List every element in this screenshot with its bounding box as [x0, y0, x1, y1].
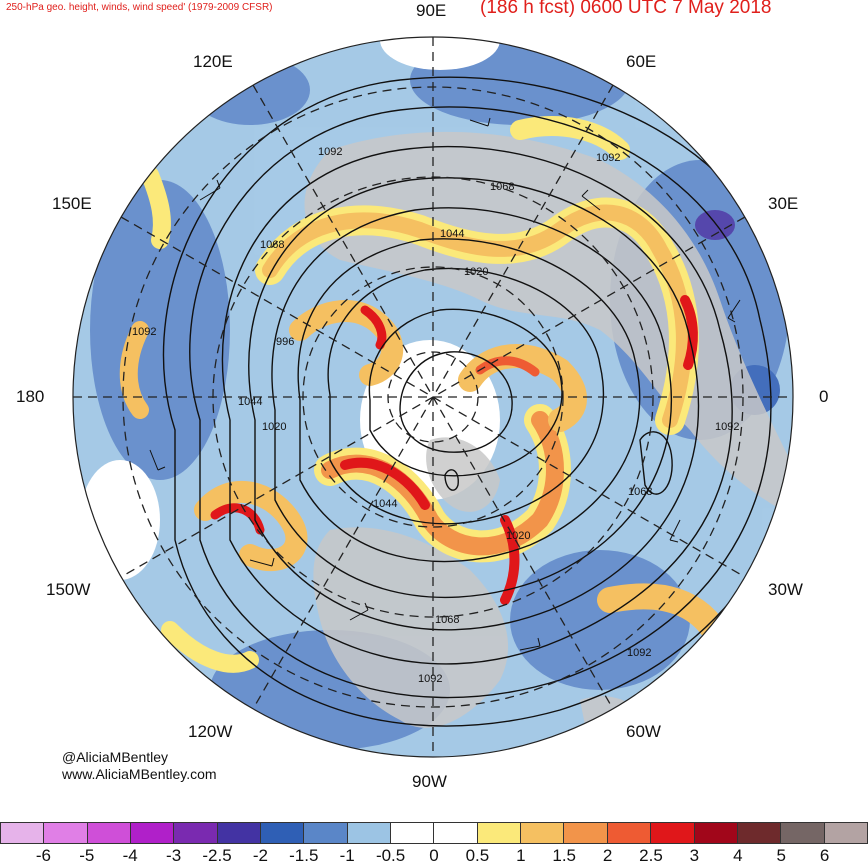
colorbar-tick-label: -2 [252, 846, 268, 865]
colorbar-swatch [520, 822, 564, 844]
colorbar-swatch [130, 822, 174, 844]
contour-label: 1044 [440, 228, 464, 240]
colorbar-tick-label: 0.5 [465, 846, 490, 865]
lon-label-60e: 60E [626, 52, 657, 71]
contour-label: 1068 [628, 486, 652, 498]
height-contours [162, 76, 793, 727]
colorbar-swatch [650, 822, 694, 844]
contour-label: 1020 [464, 266, 488, 278]
contour-label: 1092 [627, 647, 651, 659]
contour-label: 1068 [260, 239, 284, 251]
colorbar-tick-label: 6 [819, 846, 830, 865]
lon-label-120e: 120E [193, 52, 233, 71]
contour-label: 1044 [238, 396, 262, 408]
colorbar-swatch [303, 822, 347, 844]
colorbar-tick-label: -4 [122, 846, 138, 865]
colorbar-tick-label: 5 [776, 846, 786, 865]
lon-label-150e: 150E [52, 194, 92, 213]
map-boundary-circle [72, 36, 794, 758]
lon-label-150w: 150W [46, 580, 91, 599]
graticule [73, 37, 793, 757]
contour-label: 1092 [132, 326, 156, 338]
map-title-left: 250-hPa geo. height, winds, wind speed' … [6, 2, 273, 13]
colorbar-swatch [780, 822, 824, 844]
colorbar-tick-label: -2.5 [202, 846, 232, 865]
lon-label-60w: 60W [626, 722, 661, 741]
colorbar-tick-label: 4 [733, 846, 743, 865]
colorbar-swatch [173, 822, 217, 844]
colorbar-swatch [86, 822, 131, 844]
colorbar-tick-label: -0.5 [375, 846, 406, 865]
colorbar-tick-label: 1.5 [552, 846, 577, 865]
colorbar-swatch [43, 822, 87, 844]
contour-label: 1092 [596, 152, 620, 164]
colorbar-swatch [693, 822, 737, 844]
wind-barbs [149, 117, 741, 651]
colorbar-swatch [0, 822, 44, 844]
colorbar [0, 822, 868, 844]
contour-label: 1020 [262, 421, 286, 433]
colorbar-tick-label: -5 [79, 846, 95, 865]
contour-label: 1092 [418, 673, 442, 685]
lon-label-90e: 90E [416, 1, 447, 20]
colorbar-swatch [563, 822, 607, 844]
credit-website: www.AliciaMBentley.com [62, 766, 217, 782]
polar-stereographic-map: 1092 1092 1068 1044 1020 1068 1092 996 1… [72, 36, 794, 758]
contour-label: 1092 [715, 421, 739, 433]
contour-label-set: 1092 1092 1068 1044 1020 1068 1092 996 1… [132, 146, 739, 685]
colorbar-tick-label: -3 [166, 846, 182, 865]
colorbar-swatch [476, 822, 521, 844]
lon-label-30e: 30E [768, 194, 799, 213]
colorbar-tick-label: -6 [35, 846, 51, 865]
contour-label: 1044 [373, 498, 397, 510]
colorbar-swatch [260, 822, 304, 844]
lon-label-30w: 30W [768, 580, 803, 599]
colorbar-tick-label: -1 [339, 846, 355, 865]
colorbar-tick-label: 1 [516, 846, 526, 865]
jet-streaks [119, 116, 733, 673]
colorbar-swatch [823, 822, 868, 844]
colorbar-swatch [433, 822, 477, 844]
lon-label-120w: 120W [188, 722, 233, 741]
contour-label: 1092 [318, 146, 342, 158]
contour-label: 996 [276, 336, 294, 348]
colorbar-swatch [390, 822, 434, 844]
colorbar-tick-label: -1.5 [289, 846, 319, 865]
colorbar-swatch [346, 822, 391, 844]
contour-label: 1020 [506, 530, 530, 542]
lon-label-180: 180 [16, 387, 45, 406]
credit-handle: @AliciaMBentley [62, 749, 169, 765]
lon-label-90w: 90W [412, 772, 447, 791]
colorbar-swatch [606, 822, 651, 844]
colorbar-swatch [216, 822, 261, 844]
colorbar-tick-label: 2 [602, 846, 613, 865]
map-title-right: (186 h fcst) 0600 UTC 7 May 2018 [480, 0, 772, 18]
colorbar-tick-label: 2.5 [639, 846, 663, 865]
colorbar-swatch [736, 822, 781, 844]
lon-label-0: 0 [819, 387, 829, 406]
map-disc: 1092 1092 1068 1044 1020 1068 1092 996 1… [73, 37, 793, 757]
colorbar-tick-label: 3 [689, 846, 700, 865]
colorbar-tick-label: 0 [429, 846, 439, 865]
